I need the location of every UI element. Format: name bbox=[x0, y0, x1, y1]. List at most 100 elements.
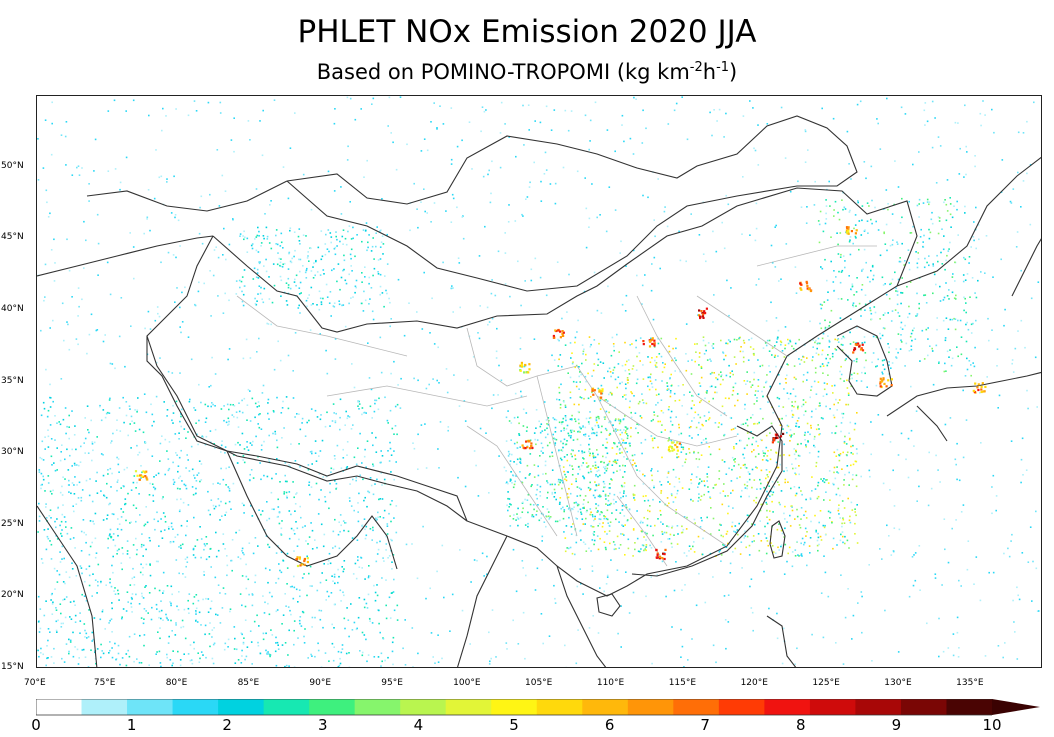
emission-dot bbox=[227, 424, 229, 426]
emission-dot bbox=[479, 427, 482, 430]
emission-dot bbox=[241, 547, 244, 550]
emission-dot bbox=[661, 560, 664, 563]
emission-dot bbox=[579, 494, 582, 497]
emission-dot bbox=[78, 464, 80, 467]
emission-dot bbox=[592, 432, 595, 434]
emission-dot bbox=[236, 416, 239, 419]
emission-dot bbox=[604, 495, 607, 497]
emission-dot bbox=[784, 344, 787, 346]
emission-dot bbox=[205, 558, 208, 561]
emission-dot bbox=[571, 449, 573, 451]
emission-dot bbox=[839, 377, 842, 380]
emission-dot bbox=[840, 422, 843, 424]
emission-dot bbox=[965, 340, 968, 343]
emission-dot bbox=[186, 556, 189, 559]
emission-dot bbox=[361, 462, 363, 464]
emission-dot bbox=[649, 377, 652, 379]
emission-dot bbox=[729, 375, 731, 378]
emission-dot bbox=[372, 318, 375, 321]
emission-dot bbox=[979, 599, 982, 602]
emission-dot bbox=[683, 552, 686, 554]
emission-dot bbox=[786, 363, 788, 365]
emission-dot bbox=[159, 460, 161, 462]
emission-dot bbox=[281, 407, 284, 409]
emission-dot bbox=[611, 464, 614, 466]
emission-dot bbox=[768, 485, 770, 487]
emission-dot bbox=[883, 327, 886, 330]
emission-dot bbox=[707, 418, 710, 421]
emission-dot bbox=[866, 276, 869, 279]
emission-dot bbox=[754, 422, 756, 425]
emission-dot bbox=[567, 432, 570, 435]
emission-dot bbox=[822, 332, 825, 335]
emission-dot bbox=[106, 514, 109, 516]
emission-dot bbox=[862, 442, 865, 445]
emission-dot bbox=[209, 622, 211, 624]
emission-dot bbox=[711, 345, 713, 347]
emission-dot bbox=[464, 485, 467, 488]
emission-dot bbox=[276, 609, 279, 611]
emission-dot bbox=[237, 659, 240, 661]
emission-dot bbox=[800, 542, 802, 545]
emission-dot bbox=[697, 434, 699, 436]
emission-dot bbox=[241, 655, 243, 657]
emission-dot bbox=[641, 393, 643, 395]
emission-dot bbox=[615, 518, 617, 521]
emission-dot bbox=[490, 192, 492, 195]
emission-dot bbox=[299, 258, 302, 261]
emission-dot bbox=[742, 423, 745, 425]
emission-dot bbox=[724, 397, 727, 399]
emission-dot bbox=[583, 458, 585, 460]
emission-dot bbox=[344, 325, 347, 328]
emission-dot bbox=[228, 420, 230, 423]
emission-dot bbox=[499, 132, 502, 134]
emission-dot bbox=[44, 119, 47, 121]
emission-dot bbox=[636, 378, 639, 381]
emission-dot bbox=[616, 333, 618, 336]
emission-dot bbox=[856, 412, 858, 414]
emission-dot bbox=[606, 441, 609, 444]
emission-dot bbox=[604, 486, 606, 488]
emission-dot bbox=[779, 454, 781, 457]
emission-dot bbox=[583, 451, 586, 454]
emission-dot bbox=[264, 213, 266, 215]
emission-dot bbox=[235, 648, 238, 651]
emission-dot bbox=[516, 516, 519, 519]
emission-dot bbox=[742, 356, 745, 359]
emission-dot bbox=[334, 480, 336, 482]
emission-dot bbox=[918, 151, 920, 153]
emission-dot bbox=[495, 656, 497, 658]
emission-dot bbox=[285, 664, 288, 667]
emission-dot bbox=[373, 410, 376, 413]
emission-dot bbox=[171, 664, 173, 667]
emission-dot bbox=[703, 484, 706, 487]
emission-dot bbox=[815, 339, 817, 342]
emission-dot bbox=[960, 585, 962, 587]
emission-dot bbox=[564, 537, 567, 539]
emission-dot bbox=[334, 338, 337, 340]
emission-dot bbox=[669, 533, 672, 536]
emission-dot bbox=[611, 336, 614, 339]
emission-dot bbox=[984, 655, 987, 657]
emission-dot bbox=[599, 399, 602, 402]
emission-dot bbox=[618, 547, 620, 549]
emission-dot bbox=[188, 612, 190, 614]
emission-dot bbox=[50, 543, 53, 546]
emission-dot bbox=[603, 472, 606, 474]
emission-dot bbox=[533, 508, 535, 511]
emission-dot bbox=[503, 466, 506, 469]
emission-dot bbox=[504, 232, 506, 234]
emission-dot bbox=[479, 305, 481, 307]
emission-dot bbox=[462, 237, 465, 240]
emission-dot bbox=[857, 602, 859, 604]
emission-dot bbox=[904, 324, 906, 327]
emission-dot bbox=[1020, 269, 1022, 272]
emission-dot bbox=[91, 459, 93, 462]
emission-dot bbox=[507, 482, 509, 485]
emission-dot bbox=[91, 443, 94, 445]
emission-dot bbox=[578, 430, 580, 432]
emission-dot bbox=[386, 523, 389, 525]
emission-dot bbox=[219, 483, 221, 485]
emission-dot bbox=[208, 633, 211, 635]
emission-dot bbox=[495, 357, 498, 359]
